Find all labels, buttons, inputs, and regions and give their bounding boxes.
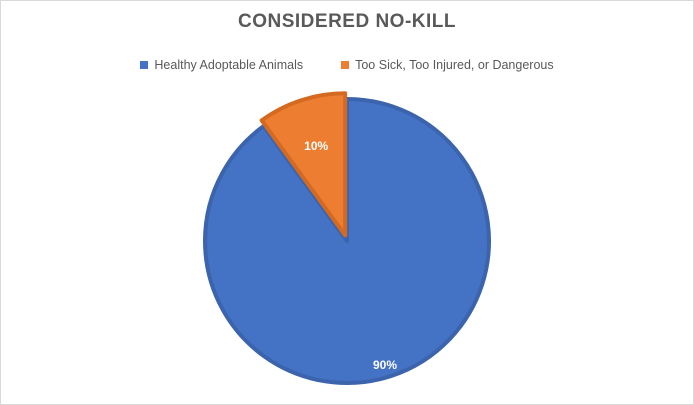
legend-label-sick: Too Sick, Too Injured, or Dangerous <box>355 58 554 72</box>
legend-item-sick: Too Sick, Too Injured, or Dangerous <box>341 58 554 72</box>
legend-item-healthy: Healthy Adoptable Animals <box>140 58 303 72</box>
chart-title: CONSIDERED NO-KILL <box>238 11 456 32</box>
pie-slices <box>203 91 491 385</box>
legend-swatch-sick <box>341 61 350 69</box>
data-label-healthy: 90% <box>373 358 397 372</box>
pie-data-labels: 90% 10% <box>304 139 397 372</box>
pie-slice-sick <box>259 91 348 238</box>
legend-label-healthy: Healthy Adoptable Animals <box>154 58 304 72</box>
legend-swatch-healthy <box>140 61 149 69</box>
data-label-sick: 10% <box>304 139 328 153</box>
pie-slice-healthy <box>203 97 491 385</box>
legend: Healthy Adoptable Animals Too Sick, Too … <box>1 58 693 72</box>
